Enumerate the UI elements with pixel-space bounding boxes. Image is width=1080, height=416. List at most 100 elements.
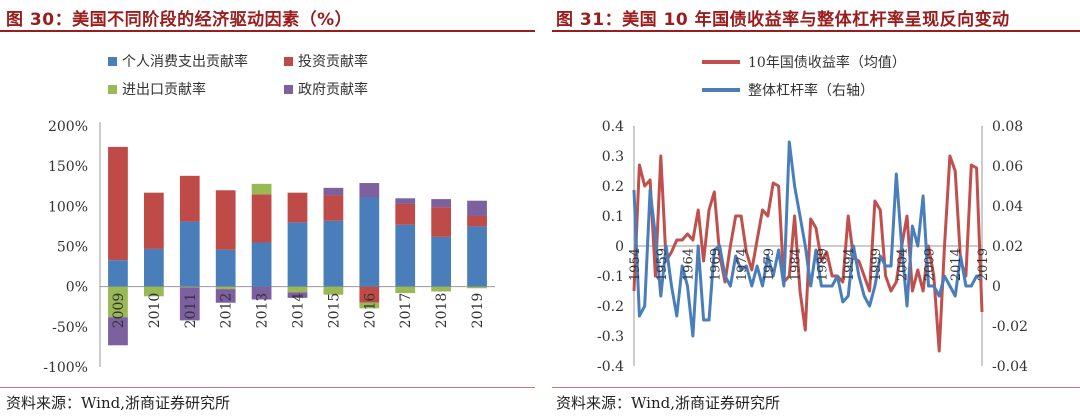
bar-segment: [215, 249, 236, 287]
right-chart-title: 图 31：美国 10 年国债收益率与整体杠杆率呈现反向变动: [556, 10, 1010, 30]
bar-segment: [143, 192, 164, 249]
left-y-tick-label: 0: [615, 239, 624, 255]
left-y-tick-label: 0.4: [602, 119, 624, 135]
bar-segment: [143, 248, 164, 287]
legend-label: 投资贡献率: [298, 53, 368, 70]
legend-label: 政府贡献率: [298, 81, 368, 98]
bar-segment: [323, 195, 344, 221]
x-tick-label: 1969: [708, 248, 723, 281]
x-tick-label: 1974: [735, 248, 750, 281]
bar-segment: [431, 199, 452, 208]
bar-segment: [467, 200, 487, 216]
right-y-tick-label: -0.04: [992, 359, 1028, 375]
bar-segment: [467, 286, 487, 289]
x-tick-label: 1964: [682, 248, 697, 281]
bar-segment: [108, 146, 128, 261]
x-tick-label: 2016: [362, 293, 378, 329]
bar-segment: [359, 286, 380, 303]
bar-segment: [323, 220, 344, 287]
legend-swatch: [108, 57, 117, 66]
right-title-rule: [552, 30, 1080, 32]
left-y-tick-label: 0.2: [602, 179, 624, 195]
left-y-tick-label: 0.1: [602, 209, 624, 225]
bar-segment: [251, 242, 272, 287]
series-line: [632, 140, 982, 338]
y-tick-label: 150%: [48, 159, 88, 175]
left-source-rule: [0, 387, 535, 388]
x-tick-label: 2011: [183, 293, 199, 329]
left-y-tick-label: -0.1: [597, 269, 624, 285]
bar-segment: [215, 190, 236, 250]
x-tick-label: 2013: [255, 293, 271, 329]
bar-segment: [215, 286, 236, 290]
x-tick-label: 1994: [842, 248, 857, 281]
bar-segment: [323, 187, 344, 196]
x-tick-label: 2010: [147, 293, 163, 329]
y-tick-label: 100%: [48, 199, 88, 215]
bar-segment: [179, 287, 200, 321]
bar-segment: [359, 302, 380, 309]
right-y-tick-label: -0.02: [992, 319, 1028, 335]
bar-segment: [108, 317, 128, 346]
left-source-note: 资料来源：Wind,浙商证券研究所: [6, 394, 230, 412]
x-tick-label: 2017: [398, 293, 414, 329]
legend-label: 个人消费支出贡献率: [122, 53, 248, 70]
left-y-tick-label: 0.3: [602, 149, 624, 165]
bar-segment: [431, 286, 452, 292]
y-tick-label: 50%: [57, 240, 88, 256]
bar-segment: [467, 215, 487, 227]
x-tick-label: 2004: [896, 248, 911, 281]
x-tick-label: 2015: [326, 293, 342, 329]
right-source-rule: [552, 387, 1080, 388]
x-tick-label: 2009: [111, 293, 127, 329]
bar-segment: [251, 183, 272, 195]
legend-label: 进出口贡献率: [122, 81, 206, 98]
legend-label: 10年国债收益率（均值）: [748, 54, 906, 71]
bar-segment: [359, 183, 380, 198]
bar-segment: [108, 260, 128, 287]
legend-swatch: [108, 85, 117, 94]
x-tick-label: 2014: [949, 248, 964, 281]
left-chart-title: 图 30：美国不同阶段的经济驱动因素（%）: [6, 10, 353, 30]
bar-segment: [395, 286, 416, 294]
bar-segment: [395, 224, 416, 287]
bar-segment: [179, 286, 200, 288]
legend-swatch: [284, 85, 293, 94]
right-dual-axis-line-chart: 10年国债收益率（均值） 整体杠杆率（右轴） 0.4 0.3 0.2 0.1 0 -0.1 -0…: [597, 54, 1028, 375]
x-tick-label: 2012: [219, 293, 235, 329]
left-title-rule: [0, 30, 535, 32]
y-tick-label: 200%: [48, 119, 88, 135]
right-y-tick-label: 0.02: [992, 239, 1023, 255]
right-source-note: 资料来源：Wind,浙商证券研究所: [556, 394, 780, 412]
right-y-tick-label: 0.04: [992, 199, 1023, 215]
bar-segment: [251, 194, 272, 243]
bar-segment: [431, 207, 452, 237]
y-tick-label: -50%: [52, 320, 88, 336]
left-y-tick-label: -0.3: [597, 329, 624, 345]
x-tick-label: 2009: [922, 248, 937, 281]
y-tick-label: -100%: [43, 360, 88, 376]
y-tick-label: 0%: [66, 280, 88, 296]
bar-segment: [287, 286, 308, 293]
bar-segment: [395, 198, 416, 204]
x-tick-label: 1984: [789, 248, 804, 281]
x-tick-label: 2019: [470, 293, 486, 329]
legend-label: 整体杠杆率（右轴）: [748, 82, 874, 99]
right-y-tick-label: 0.08: [992, 119, 1023, 135]
x-tick-label: 2018: [434, 293, 450, 329]
x-tick-label: 1989: [815, 248, 830, 281]
bar-segment: [287, 292, 308, 298]
left-y-tick-label: -0.2: [597, 299, 624, 315]
bar-segment: [179, 175, 200, 222]
bar-segment: [179, 221, 200, 287]
bar-segment: [395, 203, 416, 225]
bar-segment: [251, 286, 272, 300]
bar-segment: [108, 286, 128, 318]
x-tick-label: 1979: [762, 248, 777, 281]
bar-segment: [359, 197, 380, 287]
x-tick-label: 2014: [291, 293, 307, 329]
right-y-tick-label: 0: [992, 279, 1001, 295]
x-tick-label: 2019: [976, 248, 991, 281]
bar-segment: [323, 286, 344, 295]
